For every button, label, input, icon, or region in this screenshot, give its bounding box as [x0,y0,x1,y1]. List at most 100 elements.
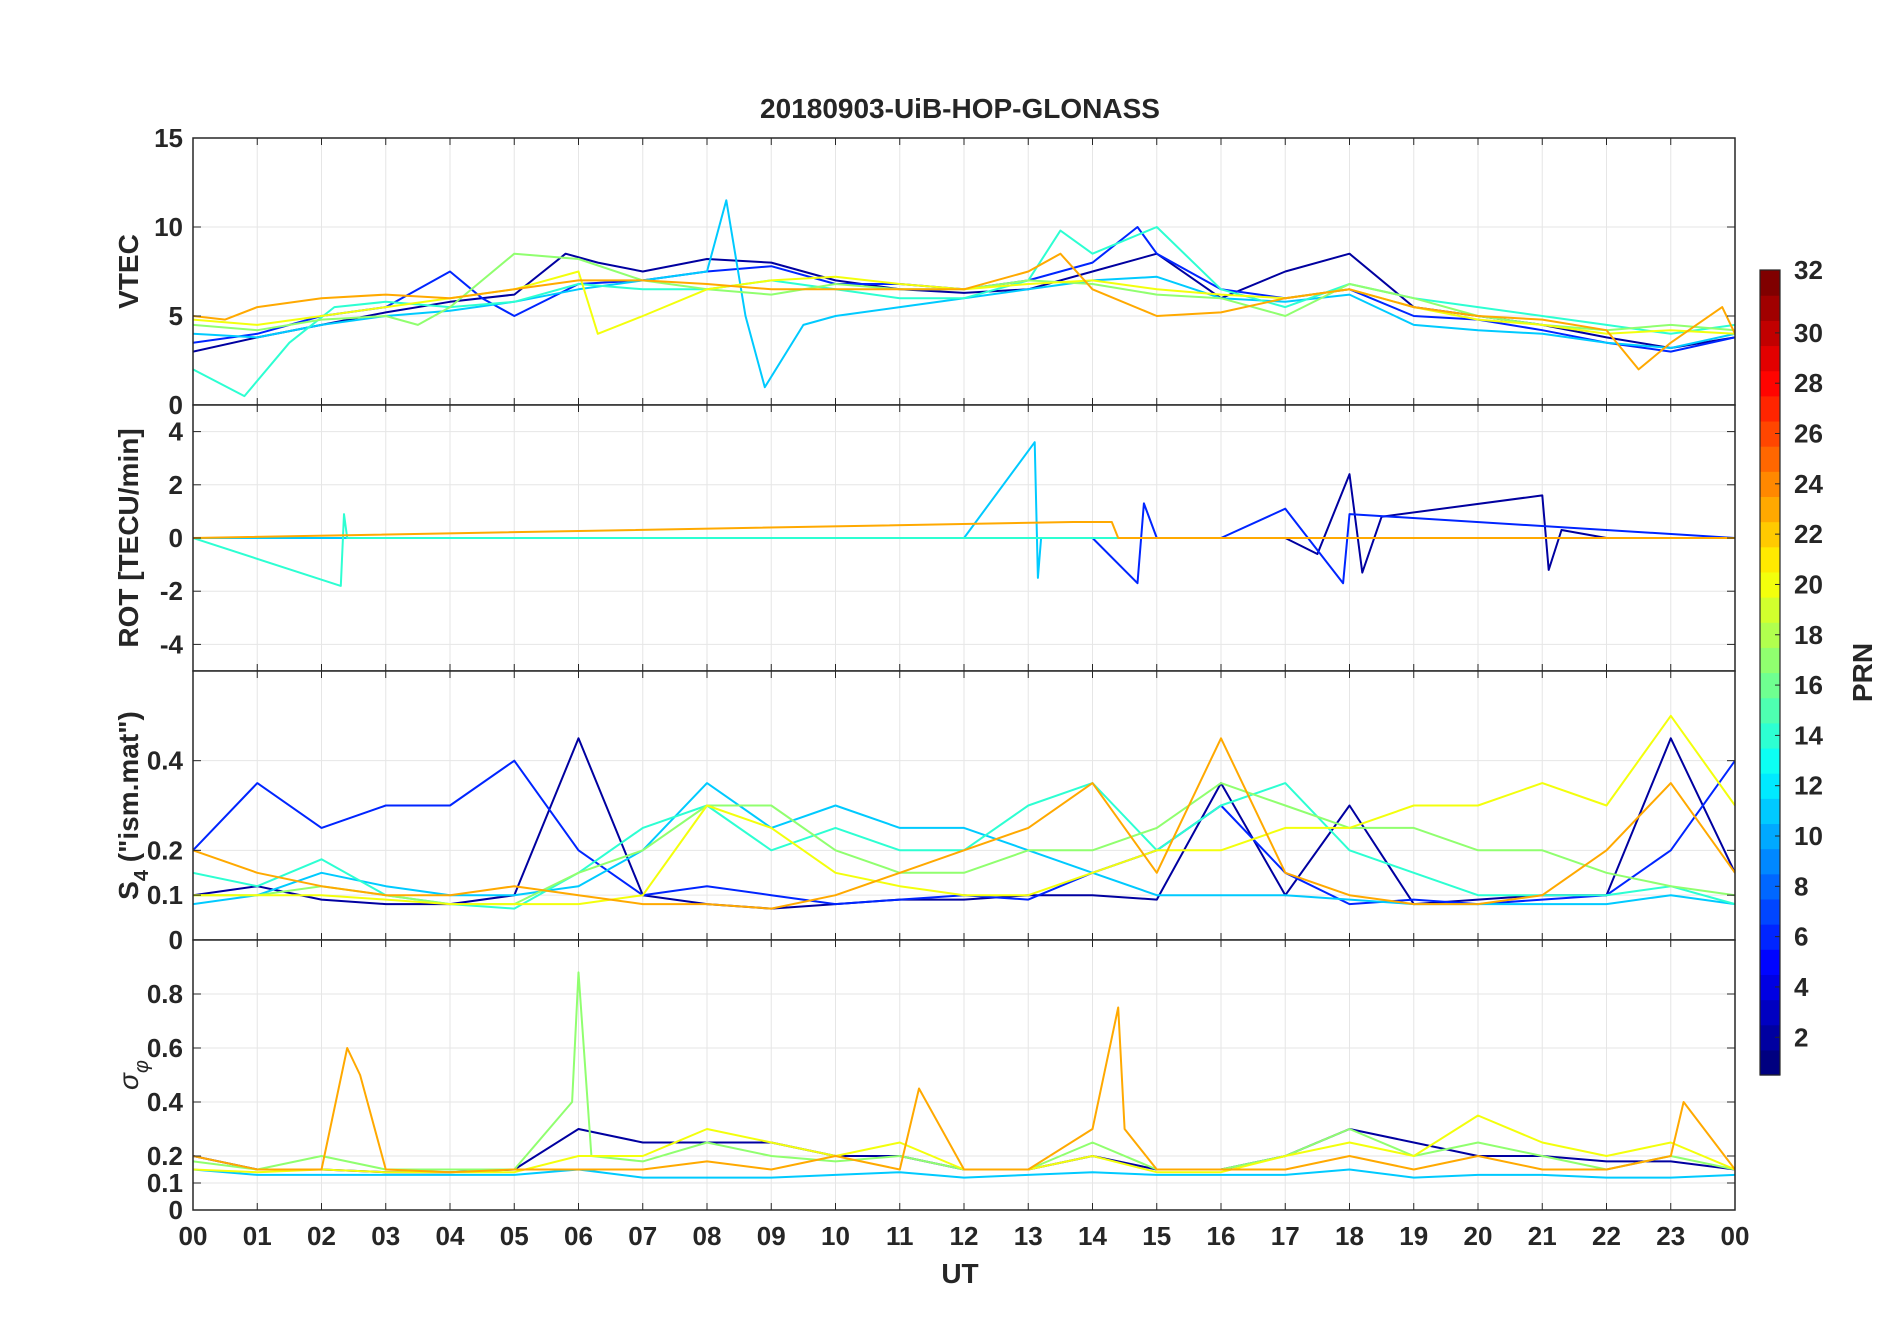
colorbar-segment [1760,722,1780,749]
series-line-prn-14 [193,513,1735,587]
colorbar-segment [1760,647,1780,674]
series-line-prn-23 [193,252,1735,371]
x-axis: 00 01 02 03 04 05 06 07 08 09 10 11 12 13 14 15 16 17 18 19… [179,1221,1750,1251]
x-tick-label: 23 [1656,1221,1685,1251]
colorbar-segment [1760,320,1780,347]
colorbar-tick-label: 10 [1794,821,1823,851]
colorbar-label: PRN [1847,643,1878,702]
y-tick-label: 0.1 [147,880,183,910]
y-tick-label: 0.6 [147,1033,183,1063]
x-tick-label: 12 [950,1221,979,1251]
colorbar-segment [1760,521,1780,548]
y-axis-label: VTEC [113,234,144,309]
colorbar-segment [1760,773,1780,799]
colorbar-segment [1760,345,1780,372]
colorbar-segment [1760,471,1780,498]
colorbar-segment [1760,622,1780,648]
colorbar-segment [1760,697,1780,724]
colorbar-segment [1760,270,1780,296]
colorbar-tick-label: 26 [1794,419,1823,449]
colorbar-tick-label: 4 [1794,972,1809,1002]
colorbar-segment [1760,1024,1780,1051]
x-tick-label: 16 [1207,1221,1236,1251]
colorbar-segment [1760,295,1780,321]
colorbar-segment [1760,873,1780,900]
colorbar-segment [1760,974,1780,1001]
colorbar-frame [1759,269,1781,1076]
y-tick-label: 4 [169,417,184,447]
y-tick-label: 2 [169,470,183,500]
y-tick-label: 15 [154,123,183,153]
colorbar-tick-label: 12 [1794,771,1823,801]
series-group [193,199,1735,398]
x-tick-label: 07 [628,1221,657,1251]
series-line-prn-17 [193,971,1735,1171]
x-tick-label: 20 [1464,1221,1493,1251]
x-tick-label: 11 [886,1221,914,1251]
colorbar-segment [1760,546,1780,573]
series-line-prn-23 [193,1006,1735,1174]
y-tick-label: -2 [160,576,183,606]
colorbar-tick-label: 14 [1794,720,1823,750]
y-tick-label: 0.2 [147,835,183,865]
y-tick-label: -4 [160,629,184,659]
x-tick-label: 21 [1528,1221,1557,1251]
colorbar-segment [1760,848,1780,875]
colorbar-segment [1760,370,1780,397]
colorbar-tick-label: 16 [1794,670,1823,700]
x-tick-label: 17 [1271,1221,1300,1251]
colorbar-segment [1760,747,1780,774]
panels-group: 0 5 10 15 VTEC -4 -2 0 2 4 ROT [TECU/min] 0 0.1 0.2 0.… [113,123,1736,1225]
series-line-prn-11 [193,199,1735,389]
panel-s4: 0 0.1 0.2 0.4S4 ("ism.mat") [113,670,1736,955]
x-tick-label: 14 [1078,1221,1107,1251]
series-group [193,441,1735,587]
colorbar-segment [1760,823,1780,850]
y-tick-label: 0.8 [147,979,183,1009]
colorbar-segment [1760,949,1780,975]
x-tick-label: 05 [500,1221,529,1251]
x-tick-label: 18 [1335,1221,1364,1251]
colorbar-segment [1760,597,1780,623]
colorbar-segment [1760,420,1780,447]
panel-rot: -4 -2 0 2 4 ROT [TECU/min] [113,404,1736,672]
colorbar-tick-label: 24 [1794,469,1823,499]
colorbar-tick-label: 32 [1794,255,1823,285]
y-axis-label: ROT [TECU/min] [113,428,144,647]
series-line-prn-23 [193,737,1735,910]
y-tick-label: 0 [169,1195,183,1225]
x-tick-label: 09 [757,1221,786,1251]
x-tick-label: 01 [243,1221,272,1251]
series-line-prn-20 [193,714,1735,906]
y-tick-label: 0.2 [147,1141,183,1171]
x-tick-label: 22 [1592,1221,1621,1251]
colorbar-tick-label: 6 [1794,922,1808,952]
x-tick-label: 06 [564,1221,593,1251]
x-tick-label: 08 [693,1221,722,1251]
x-tick-label: 19 [1399,1221,1428,1251]
x-tick-label: 00 [1721,1221,1750,1251]
x-tick-label: 04 [436,1221,465,1251]
colorbar-segment [1760,924,1780,950]
colorbar-segment [1760,999,1780,1026]
y-tick-label: 0 [169,390,183,420]
y-tick-label: 0 [169,523,183,553]
series-line-prn-11 [193,1168,1735,1179]
panel-sigphi: 00.10.2 0.4 0.6 0.8 σφ [113,939,1736,1225]
colorbar-segment [1760,672,1780,699]
colorbar-segment [1760,898,1780,925]
x-tick-label: 00 [179,1221,208,1251]
x-tick-label: 15 [1142,1221,1171,1251]
colorbar-tick-label: 22 [1794,519,1823,549]
y-tick-label: 5 [169,301,183,331]
colorbar-tick-label: 30 [1794,318,1823,348]
series-group [193,971,1735,1179]
x-tick-label: 03 [371,1221,400,1251]
chart-title: 20180903-UiB-HOP-GLONASS [760,93,1160,124]
y-tick-label: 10 [154,212,183,242]
colorbar-tick-label: 20 [1794,569,1823,599]
series-line-prn-23 [193,521,1735,539]
colorbar-segment [1760,496,1780,523]
